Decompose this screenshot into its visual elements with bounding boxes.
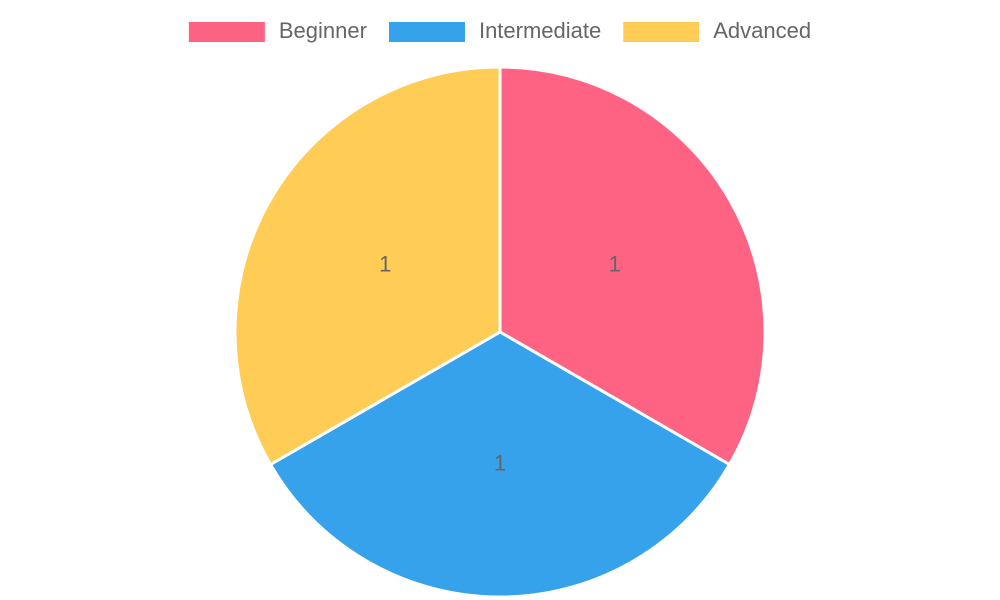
value-label: 1: [494, 450, 506, 475]
legend-item: Advanced: [623, 18, 811, 43]
value-label: 1: [379, 252, 391, 277]
legend: Beginner Intermediate Advanced: [188, 18, 811, 43]
legend-item: Intermediate: [388, 18, 601, 43]
legend-swatch: [188, 22, 265, 42]
legend-label: Beginner: [279, 18, 367, 43]
pie-slice: [498, 65, 767, 467]
pie-slice: [268, 330, 732, 599]
legend-label: Advanced: [713, 18, 811, 43]
value-label: 1: [609, 252, 621, 277]
pie-slice: [233, 65, 502, 467]
legend-item: Beginner: [188, 18, 367, 43]
legend-swatch: [388, 22, 465, 42]
legend-label: Intermediate: [479, 18, 601, 43]
legend-swatch: [623, 22, 700, 42]
